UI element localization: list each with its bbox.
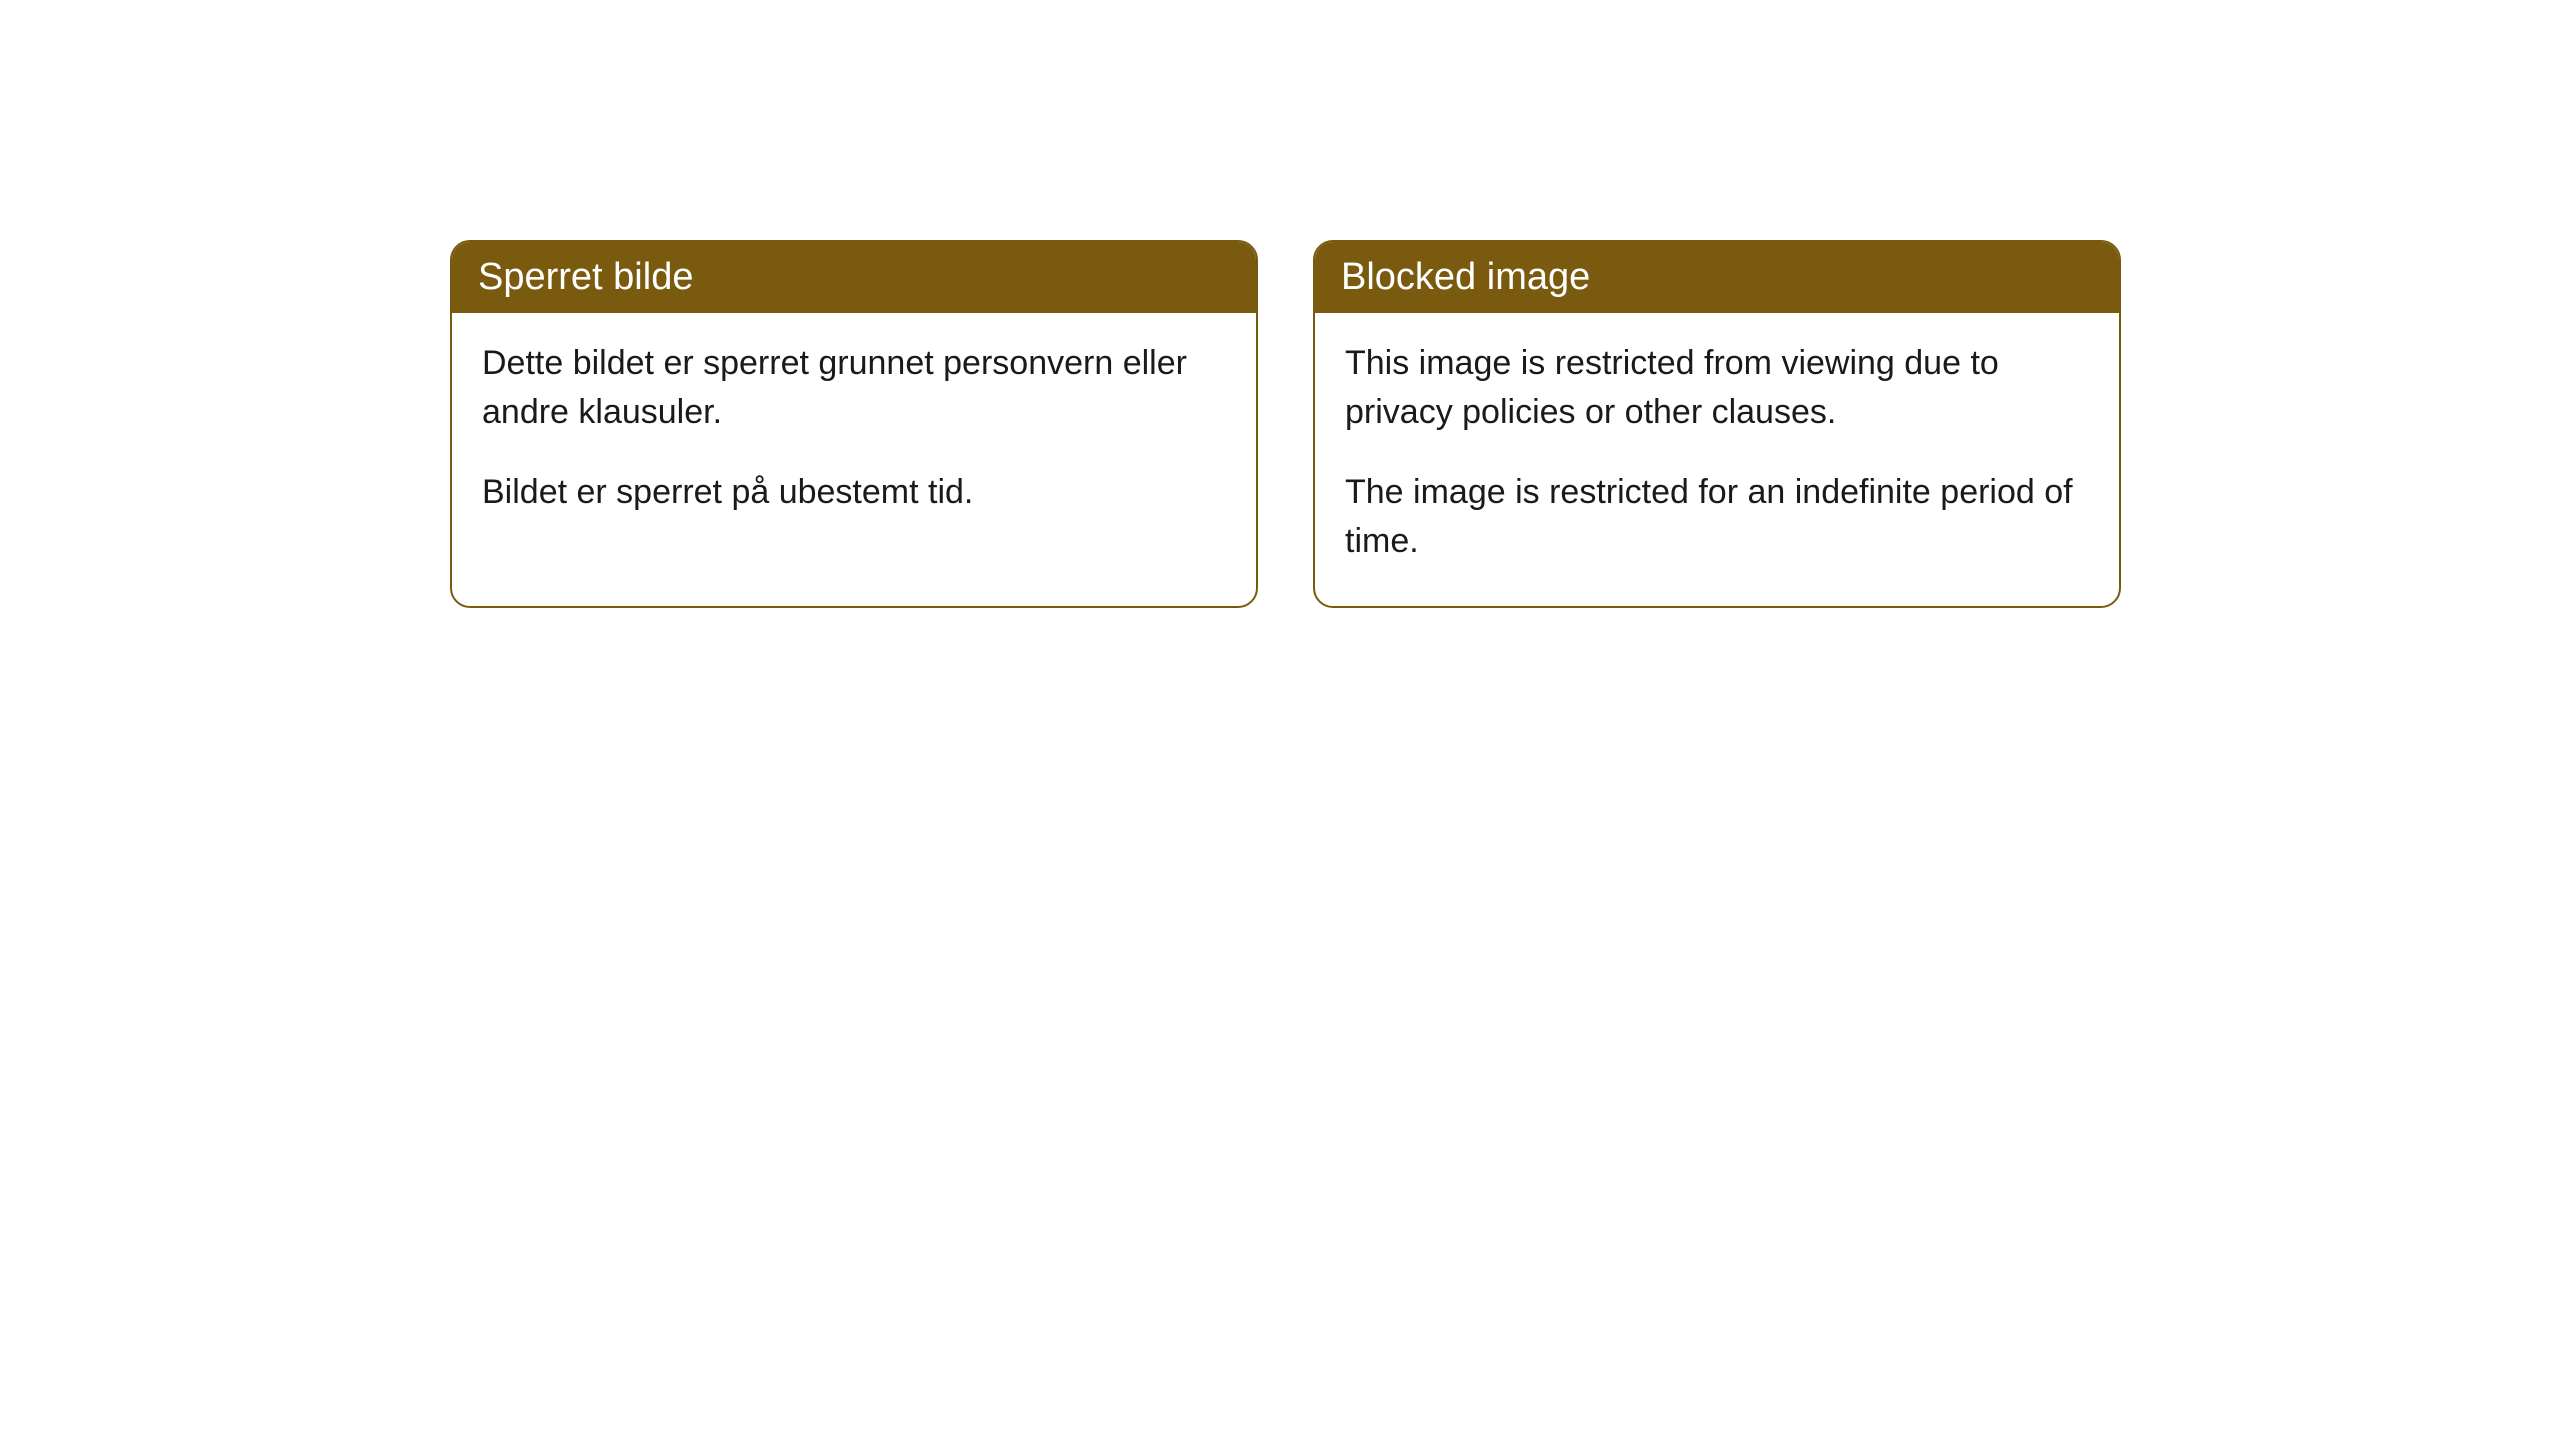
card-body: This image is restricted from viewing du… [1315, 313, 2119, 606]
card-title: Sperret bilde [478, 256, 693, 298]
notice-cards-container: Sperret bilde Dette bildet er sperret gr… [450, 240, 2121, 608]
card-paragraph-2: Bildet er sperret på ubestemt tid. [482, 468, 1226, 517]
card-paragraph-2: The image is restricted for an indefinit… [1345, 468, 2089, 567]
blocked-image-card-en: Blocked image This image is restricted f… [1313, 240, 2121, 608]
blocked-image-card-no: Sperret bilde Dette bildet er sperret gr… [450, 240, 1258, 608]
card-title: Blocked image [1341, 256, 1590, 298]
card-header: Blocked image [1315, 242, 2119, 313]
card-header: Sperret bilde [452, 242, 1256, 313]
card-paragraph-1: This image is restricted from viewing du… [1345, 339, 2089, 438]
card-paragraph-1: Dette bildet er sperret grunnet personve… [482, 339, 1226, 438]
card-body: Dette bildet er sperret grunnet personve… [452, 313, 1256, 557]
